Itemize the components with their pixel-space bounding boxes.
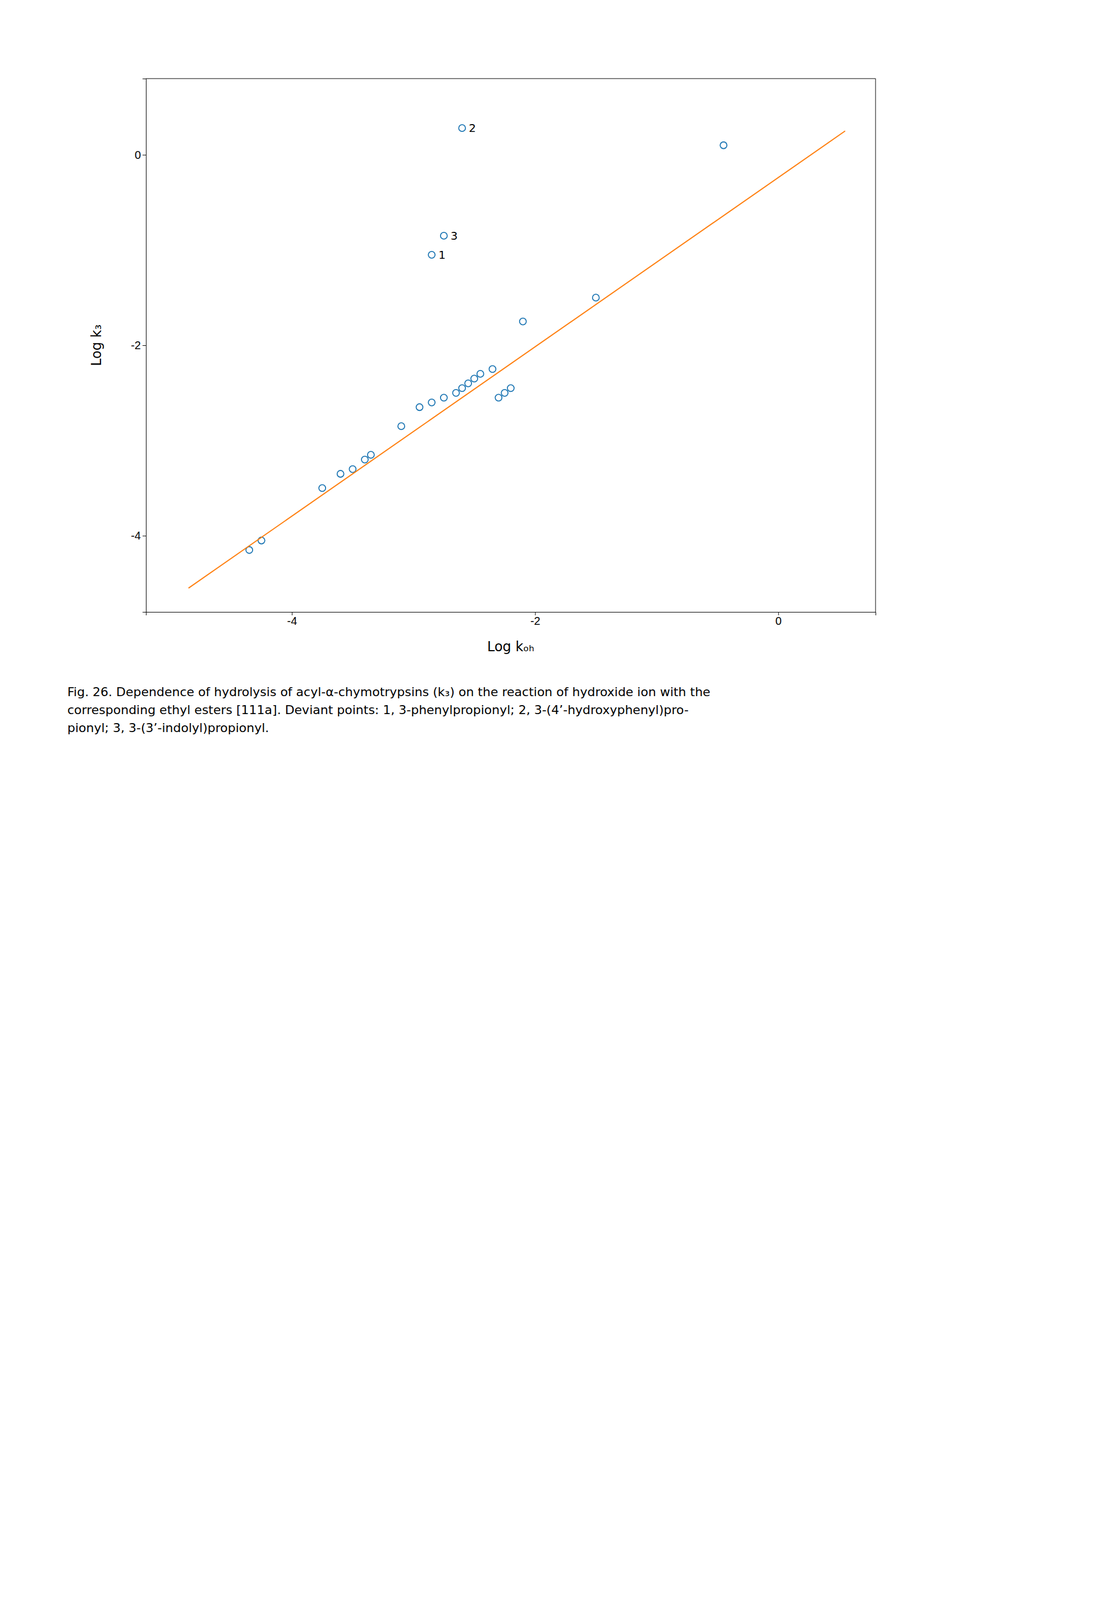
point (495, 393, 502, 401)
point (458, 384, 466, 392)
tick: -4 (287, 611, 298, 627)
regression-line (188, 130, 846, 588)
point (440, 393, 448, 401)
point (428, 251, 435, 259)
point (507, 384, 515, 392)
point (428, 399, 435, 406)
plot: -4 -2 0 -4 -2 0 2 31 (130, 78, 876, 627)
point-label: 2 (468, 121, 476, 135)
caption: Fig. 26. Dependence of hydrolysis of acy… (67, 684, 711, 735)
tick-mark (142, 154, 146, 156)
tick-label: -2 (130, 338, 141, 352)
point (416, 403, 424, 411)
annotations: 2 31 (438, 121, 476, 262)
tick-label: -4 (287, 614, 298, 627)
axis-line (146, 612, 877, 616)
point (458, 124, 466, 132)
x-axis-title: Log kₒₕ (487, 638, 535, 655)
caption-line: pionyl; 3, 3-(3’-indolyl)propionyl. (67, 720, 269, 735)
point (318, 484, 326, 492)
point (349, 465, 356, 473)
point (452, 389, 460, 397)
chart: -4 -2 0 -4 -2 0 2 31 Log kₒₕ Log k₃ Fig. 26. Depen… (0, 0, 1095, 1600)
point (592, 294, 600, 301)
caption-line: corresponding ethyl esters [111a]. Devia… (67, 702, 689, 717)
point (361, 456, 369, 464)
point (519, 318, 527, 325)
tick-label: 0 (134, 148, 141, 162)
point (489, 365, 497, 373)
frame (875, 78, 877, 612)
point (258, 537, 265, 544)
point (501, 389, 508, 397)
tick-label: -2 (530, 614, 541, 627)
tick-label: 0 (775, 614, 782, 627)
point-label: 1 (438, 248, 446, 262)
tick: -4 (130, 529, 146, 542)
x-axis: -4 -2 0 (146, 611, 877, 627)
tick: -2 (530, 611, 541, 627)
tick: -2 (130, 338, 146, 352)
marks (188, 124, 846, 588)
point (367, 451, 375, 458)
point-label: 3 (450, 228, 458, 243)
tick: 0 (134, 148, 146, 162)
point (337, 470, 345, 478)
point (477, 370, 484, 378)
tick-mark (142, 345, 146, 346)
y-axis: -4 -2 0 (130, 79, 146, 613)
tick-mark (142, 535, 146, 536)
tick-label: -4 (130, 529, 141, 542)
y-axis-title: Log k₃ (88, 324, 105, 366)
tick: 0 (775, 611, 782, 627)
frame (145, 78, 876, 80)
point (440, 232, 448, 240)
point (397, 422, 405, 430)
point (720, 141, 727, 149)
point (470, 374, 478, 382)
point (464, 379, 472, 387)
axis-line (142, 79, 147, 613)
caption-line: Fig. 26. Dependence of hydrolysis of acy… (67, 684, 711, 699)
